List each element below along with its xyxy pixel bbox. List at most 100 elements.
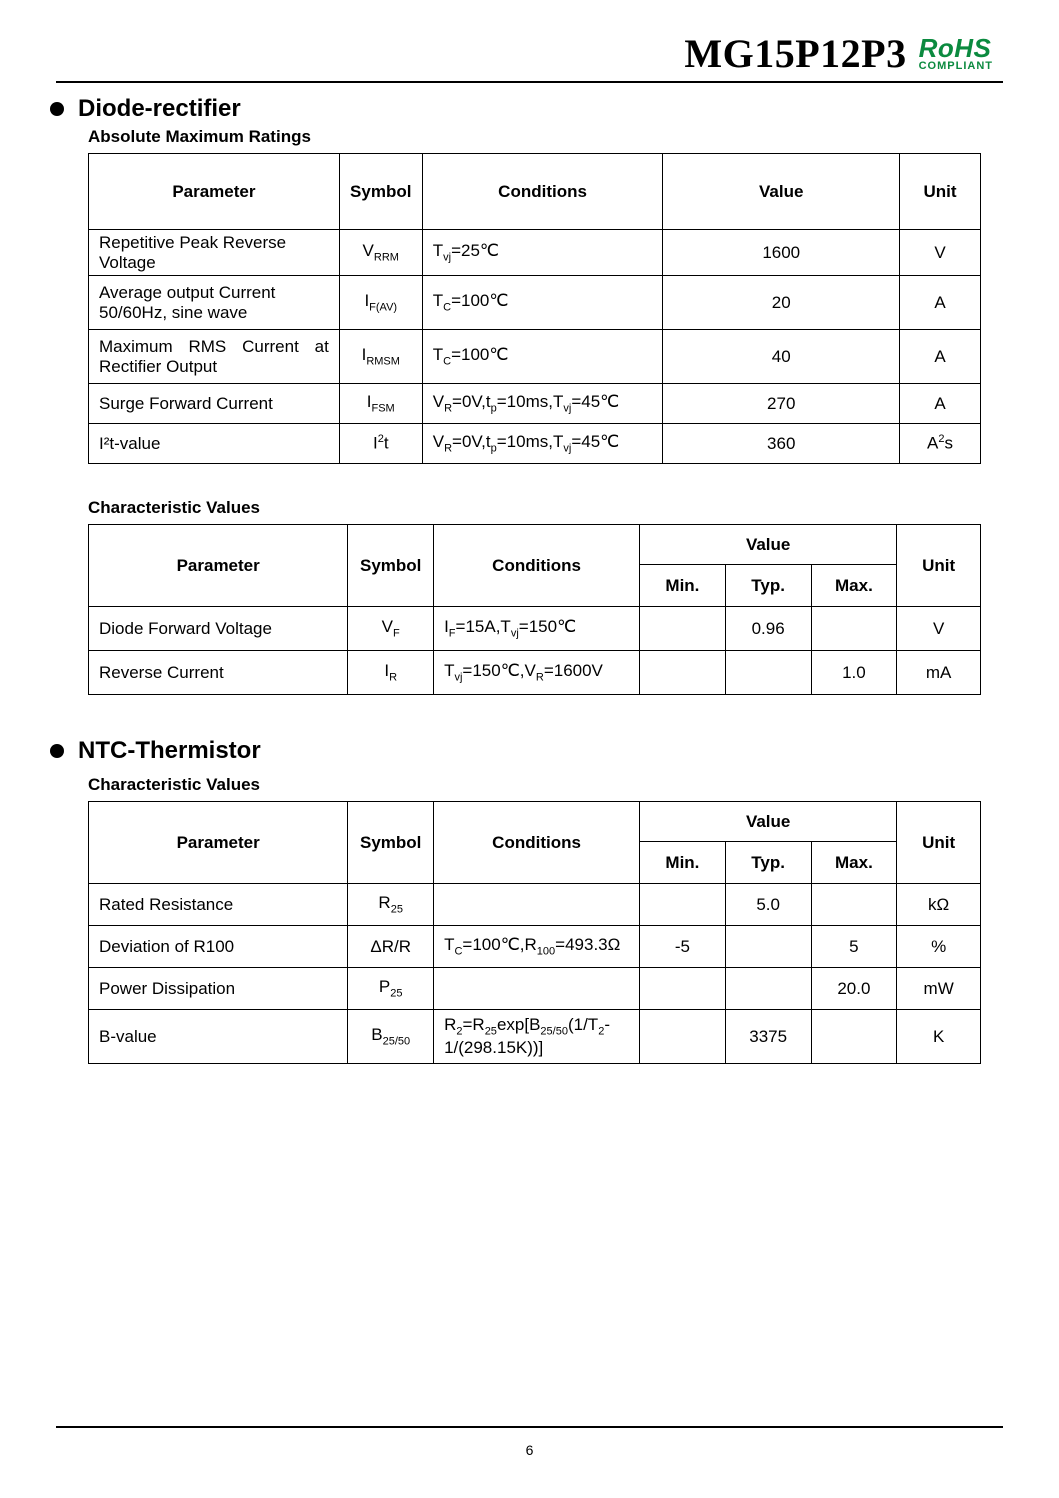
bullet-icon (50, 102, 64, 116)
col-header: Conditions (434, 525, 640, 607)
col-header: Value (640, 802, 897, 842)
rohs-text: RoHS (919, 35, 993, 61)
table-row: Deviation of R100ΔR/RTC=100℃,R100=493.3Ω… (89, 926, 981, 968)
col-header: Unit (897, 525, 981, 607)
col-subheader: Typ. (725, 842, 811, 884)
cell-param: Average output Current 50/60Hz, sine wav… (89, 276, 340, 330)
cell-symbol: IF(AV) (339, 276, 422, 330)
table-row: Average output Current 50/60Hz, sine wav… (89, 276, 981, 330)
cell-param: Deviation of R100 (89, 926, 348, 968)
cell-param: I²t-value (89, 424, 340, 464)
col-subheader: Min. (640, 842, 726, 884)
cell-unit: mA (897, 651, 981, 695)
cell-typ (725, 651, 811, 695)
cell-value: 40 (663, 330, 900, 384)
cell-value: 1600 (663, 230, 900, 276)
col-subheader: Min. (640, 565, 726, 607)
table-char-values-2: Parameter Symbol Conditions Value Unit M… (88, 801, 981, 1064)
cell-conditions: TC=100℃,R100=493.3Ω (434, 926, 640, 968)
rohs-compliant: COMPLIANT (919, 61, 993, 72)
cell-symbol: R25 (348, 884, 434, 926)
cell-symbol: VF (348, 607, 434, 651)
cell-typ (725, 926, 811, 968)
cell-value: 20 (663, 276, 900, 330)
col-header: Symbol (339, 154, 422, 230)
col-header: Unit (897, 802, 981, 884)
header-divider (56, 81, 1003, 83)
col-header: Value (663, 154, 900, 230)
subsection-abs-max: Absolute Maximum Ratings (88, 127, 1003, 147)
cell-unit: V (897, 607, 981, 651)
cell-unit: kΩ (897, 884, 981, 926)
cell-symbol: IR (348, 651, 434, 695)
cell-max: 1.0 (811, 651, 897, 695)
subsection-char-values-2: Characteristic Values (88, 775, 1003, 795)
section-diode-title: Diode-rectifier (78, 95, 241, 123)
cell-conditions: VR=0V,tp=10ms,Tvj=45℃ (422, 424, 663, 464)
cell-unit: A (900, 384, 981, 424)
cell-symbol: B25/50 (348, 1010, 434, 1064)
cell-typ: 0.96 (725, 607, 811, 651)
table-row: Surge Forward CurrentIFSMVR=0V,tp=10ms,T… (89, 384, 981, 424)
col-header: Symbol (348, 802, 434, 884)
col-header: Parameter (89, 802, 348, 884)
cell-typ (725, 968, 811, 1010)
cell-param: Repetitive Peak Reverse Voltage (89, 230, 340, 276)
section-diode-head: Diode-rectifier (50, 95, 1003, 123)
table-row: Repetitive Peak Reverse VoltageVRRMTvj=2… (89, 230, 981, 276)
cell-param: Maximum RMS Current at Rectifier Output (89, 330, 340, 384)
cell-max: 5 (811, 926, 897, 968)
col-subheader: Max. (811, 842, 897, 884)
cell-conditions: IF=15A,Tvj=150℃ (434, 607, 640, 651)
cell-param: Surge Forward Current (89, 384, 340, 424)
col-header: Value (640, 525, 897, 565)
col-header: Parameter (89, 525, 348, 607)
cell-min (640, 968, 726, 1010)
cell-typ: 5.0 (725, 884, 811, 926)
section-ntc-head: NTC-Thermistor (50, 737, 1003, 765)
cell-unit: A (900, 330, 981, 384)
cell-min: -5 (640, 926, 726, 968)
section-ntc-title: NTC-Thermistor (78, 737, 261, 765)
table-row: B-valueB25/50R2=R25exp[B25/50(1/T2-1/(29… (89, 1010, 981, 1064)
cell-param: Rated Resistance (89, 884, 348, 926)
cell-conditions: Tvj=150℃,VR=1600V (434, 651, 640, 695)
table-row: Rated ResistanceR25 5.0 kΩ (89, 884, 981, 926)
cell-symbol: VRRM (339, 230, 422, 276)
cell-max (811, 607, 897, 651)
rohs-badge: RoHS COMPLIANT (919, 35, 993, 72)
cell-max (811, 884, 897, 926)
cell-min (640, 651, 726, 695)
cell-unit: V (900, 230, 981, 276)
cell-unit: % (897, 926, 981, 968)
subsection-char-values-1: Characteristic Values (88, 498, 1003, 518)
cell-max (811, 1010, 897, 1064)
cell-unit: A (900, 276, 981, 330)
table-char-values-1: Parameter Symbol Conditions Value Unit M… (88, 524, 981, 695)
table-row: Power DissipationP2520.0mW (89, 968, 981, 1010)
cell-symbol: IRMSM (339, 330, 422, 384)
cell-param: Diode Forward Voltage (89, 607, 348, 651)
col-header: Unit (900, 154, 981, 230)
cell-symbol: ΔR/R (348, 926, 434, 968)
part-number: MG15P12P3 (684, 30, 906, 77)
cell-param: Power Dissipation (89, 968, 348, 1010)
table-abs-max: ParameterSymbolConditionsValueUnitRepeti… (88, 153, 981, 464)
page-number: 6 (0, 1442, 1059, 1458)
cell-conditions: TC=100℃ (422, 330, 663, 384)
cell-conditions (434, 968, 640, 1010)
header: MG15P12P3 RoHS COMPLIANT (56, 30, 1003, 77)
cell-conditions (434, 884, 640, 926)
cell-symbol: I2t (339, 424, 422, 464)
cell-conditions: TC=100℃ (422, 276, 663, 330)
cell-min (640, 1010, 726, 1064)
col-header: Conditions (422, 154, 663, 230)
bullet-icon (50, 744, 64, 758)
cell-typ: 3375 (725, 1010, 811, 1064)
table-row: Reverse CurrentIRTvj=150℃,VR=1600V1.0mA (89, 651, 981, 695)
col-subheader: Max. (811, 565, 897, 607)
cell-unit: mW (897, 968, 981, 1010)
col-header: Conditions (434, 802, 640, 884)
table-row: Diode Forward VoltageVFIF=15A,Tvj=150℃ 0.… (89, 607, 981, 651)
col-subheader: Typ. (725, 565, 811, 607)
